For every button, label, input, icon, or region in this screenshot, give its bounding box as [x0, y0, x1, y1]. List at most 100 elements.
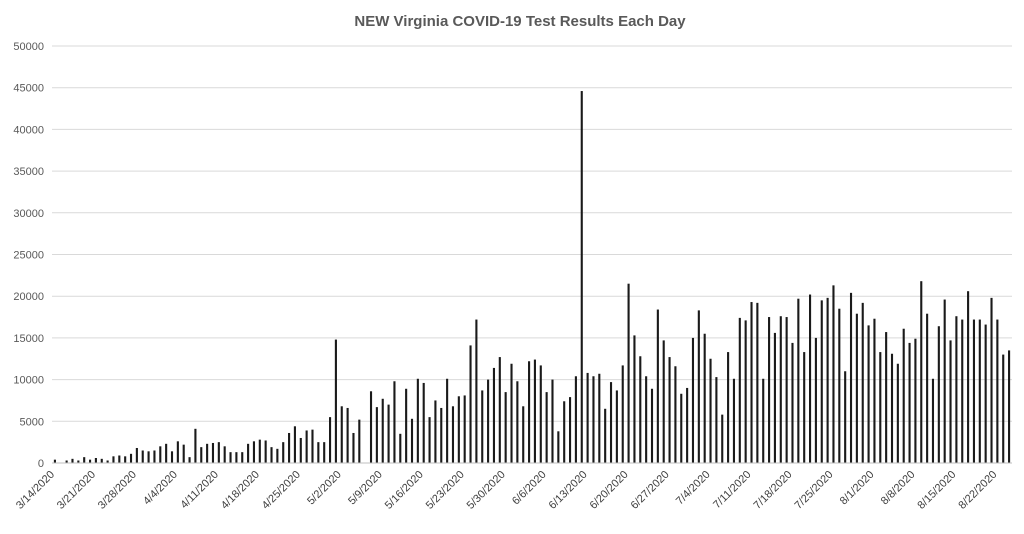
- bar: [931, 378, 935, 463]
- bar: [334, 339, 337, 463]
- bar: [650, 388, 654, 463]
- x-tick-label: 7/4/2020: [674, 469, 713, 508]
- x-tick-label: 8/1/2020: [838, 469, 877, 508]
- x-tick-label: 4/4/2020: [141, 469, 180, 508]
- bar: [200, 447, 203, 463]
- bar: [609, 382, 613, 463]
- bar: [106, 460, 109, 463]
- bar: [288, 432, 291, 463]
- bar: [814, 337, 817, 463]
- bar: [949, 340, 952, 463]
- bar: [533, 359, 536, 463]
- bar: [557, 431, 560, 463]
- bar: [756, 302, 759, 463]
- bar: [352, 432, 355, 463]
- chart-title: NEW Virginia COVID-19 Test Results Each …: [354, 13, 686, 30]
- bar: [727, 352, 730, 463]
- x-tick-label: 8/22/2020: [956, 469, 999, 512]
- bar: [65, 460, 68, 463]
- bar: [241, 452, 244, 463]
- bar: [668, 357, 671, 463]
- x-tick-label: 6/27/2020: [629, 469, 672, 512]
- bar: [451, 406, 455, 463]
- x-tick-label: 4/11/2020: [178, 469, 221, 512]
- bar: [53, 459, 56, 463]
- bar: [135, 447, 138, 463]
- bar: [762, 378, 765, 463]
- x-tick-label: 6/6/2020: [510, 469, 549, 508]
- bar: [100, 458, 103, 463]
- bar: [768, 317, 771, 463]
- bar: [855, 313, 858, 463]
- bar: [773, 332, 776, 463]
- bar: [463, 395, 466, 463]
- x-tick-label: 3/21/2020: [55, 469, 98, 512]
- x-tick-label: 7/18/2020: [752, 469, 795, 512]
- bar: [674, 366, 677, 463]
- bar: [779, 316, 782, 463]
- bar: [492, 367, 496, 463]
- bar: [89, 459, 92, 463]
- bar: [323, 442, 326, 463]
- bar: [990, 297, 993, 463]
- bar: [709, 358, 712, 463]
- bar: [387, 404, 390, 463]
- x-tick-label: 5/2/2020: [305, 469, 344, 508]
- bar: [410, 418, 414, 463]
- bar: [545, 392, 548, 463]
- y-tick-label: 40000: [13, 124, 44, 136]
- y-tick-label: 20000: [13, 291, 44, 303]
- bar: [475, 319, 478, 463]
- bar: [732, 378, 736, 463]
- bar: [434, 400, 437, 463]
- bar: [422, 382, 425, 463]
- x-tick-label: 6/13/2020: [547, 469, 590, 512]
- y-tick-label: 0: [38, 458, 44, 470]
- bar: [457, 396, 460, 463]
- bar: [147, 451, 150, 463]
- bar: [885, 332, 888, 463]
- bar: [235, 452, 238, 463]
- bar: [633, 335, 636, 463]
- bar: [217, 442, 220, 463]
- bar: [680, 393, 683, 463]
- bar: [270, 447, 273, 463]
- bar: [967, 291, 970, 463]
- bar: [293, 426, 296, 463]
- bar: [77, 460, 80, 463]
- y-tick-label: 15000: [13, 333, 44, 345]
- bar: [873, 318, 876, 463]
- bar: [820, 300, 823, 463]
- bar: [563, 401, 566, 463]
- bar: [399, 433, 402, 463]
- bar: [744, 320, 747, 463]
- bar: [849, 292, 853, 463]
- bar: [170, 451, 174, 463]
- y-tick-label: 35000: [13, 166, 44, 178]
- bar: [721, 414, 724, 463]
- x-tick-label: 5/16/2020: [383, 469, 426, 512]
- bar: [440, 407, 443, 463]
- bar: [153, 450, 156, 463]
- bar: [206, 443, 209, 463]
- bar: [838, 308, 841, 463]
- bar: [176, 441, 179, 463]
- bar: [662, 340, 665, 463]
- bar: [487, 379, 490, 463]
- bar: [539, 365, 542, 463]
- y-tick-label: 45000: [13, 83, 44, 95]
- bar: [381, 398, 384, 463]
- bar: [615, 390, 618, 463]
- bar: [978, 319, 981, 463]
- bar: [750, 302, 753, 463]
- bar: [94, 458, 97, 463]
- bar: [405, 388, 408, 463]
- bar: [276, 448, 279, 463]
- bar: [264, 440, 267, 463]
- bar: [902, 328, 905, 463]
- bar: [791, 342, 794, 463]
- bar: [182, 444, 185, 463]
- bar: [504, 392, 507, 463]
- bar: [826, 297, 829, 463]
- bar: [920, 281, 923, 463]
